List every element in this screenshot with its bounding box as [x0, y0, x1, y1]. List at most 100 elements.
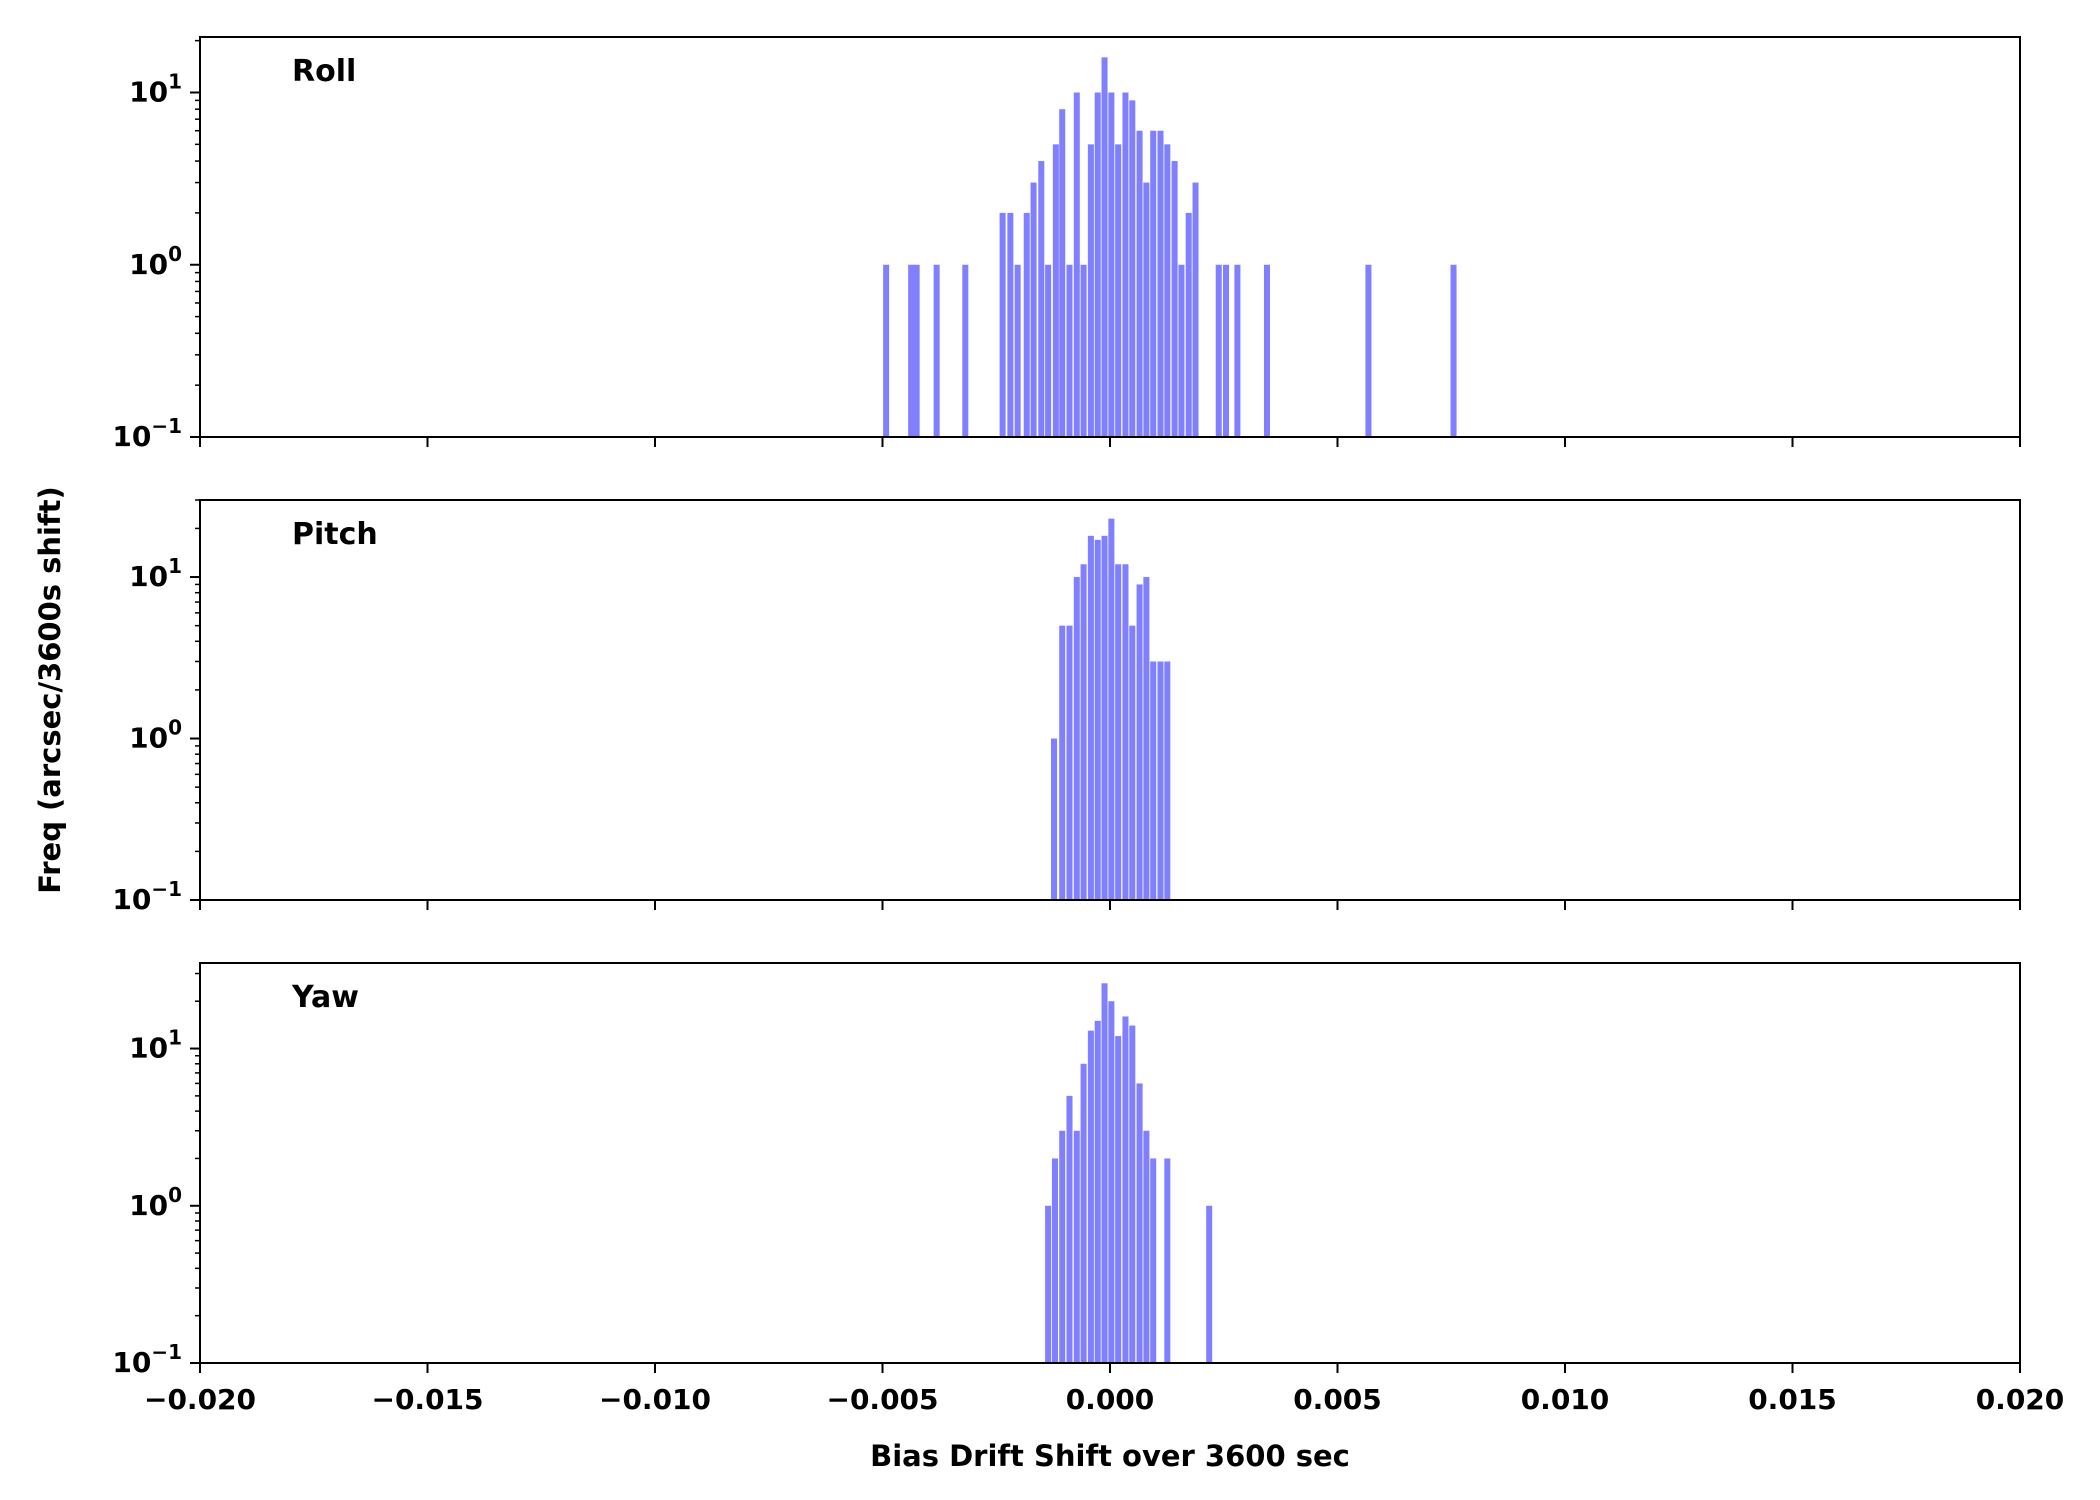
histogram-bar [1087, 144, 1094, 437]
histogram-bar [1143, 577, 1150, 900]
histogram-bar [1052, 144, 1059, 437]
histogram-bar [1073, 92, 1080, 437]
y-tick-label: 10−1 [112, 414, 182, 453]
histogram-bar [1094, 92, 1101, 437]
y-tick-label: 101 [129, 70, 182, 109]
histogram-bar [962, 264, 969, 437]
histogram-bar [1164, 661, 1171, 900]
histogram-bar [1157, 661, 1164, 900]
histogram-bar [1223, 264, 1230, 437]
panel-frame [199, 36, 2021, 438]
histogram-bar [1171, 161, 1178, 438]
histogram-bar [1073, 1130, 1080, 1363]
histogram-bar [1045, 1205, 1052, 1363]
histogram-bar [1038, 161, 1045, 438]
histogram-bar [1066, 1095, 1073, 1363]
histogram-bar [1215, 264, 1222, 437]
histogram-bar [1101, 983, 1108, 1363]
histogram-bar [1178, 264, 1185, 437]
y-tick-label: 10−1 [112, 1340, 182, 1379]
x-tick-label: −0.015 [371, 1383, 483, 1416]
histogram-bar [1143, 182, 1150, 437]
histogram-bar [1157, 130, 1164, 437]
histogram-bar [1073, 577, 1080, 900]
histogram-bar [1059, 109, 1066, 437]
histogram-bar [1365, 264, 1372, 437]
panel-frame [199, 499, 2021, 901]
histogram-bar [1192, 182, 1199, 437]
histogram-bar [883, 264, 890, 437]
histogram-bar [1066, 625, 1073, 900]
histogram-bar [1450, 264, 1457, 437]
histogram-bar [1108, 92, 1115, 437]
histogram-bar [1164, 144, 1171, 437]
histogram-bar [933, 264, 940, 437]
histogram-bar [1129, 100, 1136, 437]
x-tick-label: 0.005 [1293, 1383, 1382, 1416]
x-tick-label: 0.000 [1066, 1383, 1155, 1416]
histogram-bar [1115, 1036, 1122, 1363]
histogram-bar [1150, 1158, 1157, 1363]
histogram-bar [1101, 57, 1108, 438]
histogram-bar [1014, 264, 1021, 437]
histogram-bar [913, 264, 920, 437]
y-tick-label: 100 [129, 1183, 182, 1222]
y-tick-label: 101 [129, 1026, 182, 1065]
histogram-bar [1051, 738, 1058, 900]
x-tick-label: 0.020 [1976, 1383, 2065, 1416]
histogram-bar [908, 264, 915, 437]
panel-frame [199, 962, 2021, 1364]
histogram-bar [1030, 182, 1037, 437]
histogram-bar [1080, 264, 1087, 437]
x-tick-label: 0.015 [1748, 1383, 1837, 1416]
histogram-bar [1080, 1063, 1087, 1363]
histogram-bar [1023, 212, 1030, 437]
histogram-bar [1094, 539, 1101, 900]
histogram-bar [1136, 130, 1143, 437]
histogram-bar [1206, 1205, 1213, 1363]
histogram-bar [1129, 1025, 1136, 1363]
x-tick-label: −0.005 [826, 1383, 938, 1416]
histogram-bar [1087, 535, 1094, 900]
histogram-bar [1234, 264, 1241, 437]
panels-layer: 10−1 100 101 Roll 10−1 100 101 Pitch 10−1 100 101 −… [112, 36, 2065, 1416]
panel-yaw: 10−1 100 101 −0.020 −0.015 −0.010 −0.005 0.000 0… [112, 962, 2065, 1416]
histogram-bar [1045, 264, 1052, 437]
histogram-bar [1150, 130, 1157, 437]
panel-label: Yaw [291, 980, 359, 1015]
histogram-bar [1080, 564, 1087, 900]
y-tick-label: 10−1 [112, 877, 182, 916]
histogram-bar [1087, 1030, 1094, 1363]
histogram-bar [1129, 625, 1136, 900]
histogram-bar [1122, 92, 1129, 437]
x-tick-label: 0.010 [1521, 1383, 1610, 1416]
histogram-bar [1059, 625, 1066, 900]
histogram-bar [1136, 1083, 1143, 1363]
histogram-bar [1136, 584, 1143, 900]
x-tick-label: −0.010 [599, 1383, 711, 1416]
histogram-bar [1115, 144, 1122, 437]
histogram-bar [1007, 212, 1014, 437]
histogram-bar [1122, 1016, 1129, 1363]
panel-label: Pitch [292, 517, 378, 552]
histogram-bar [1094, 1020, 1101, 1363]
y-tick-label: 101 [129, 554, 182, 593]
y-tick-label: 100 [129, 242, 182, 281]
x-tick-label: −0.020 [144, 1383, 256, 1416]
histogram-bar [1108, 518, 1115, 900]
histogram-bar [1263, 264, 1270, 437]
histogram-bar [1051, 1158, 1058, 1363]
histogram-bar [1150, 661, 1157, 900]
histogram-bar [1122, 564, 1129, 900]
panel-pitch: 10−1 100 101 Pitch [112, 499, 2021, 916]
y-tick-label: 100 [129, 716, 182, 755]
panel-roll: 10−1 100 101 Roll [112, 36, 2021, 453]
histogram-bar [1185, 212, 1192, 437]
x-axis-label: Bias Drift Shift over 3600 sec [870, 1439, 1350, 1473]
histogram-bar [1164, 1158, 1171, 1363]
y-axis-label: Freq (arcsec/3600s shift) [33, 486, 67, 893]
panel-label: Roll [292, 54, 356, 89]
histogram-bar [1143, 1130, 1150, 1363]
histogram-bar [1115, 564, 1122, 900]
